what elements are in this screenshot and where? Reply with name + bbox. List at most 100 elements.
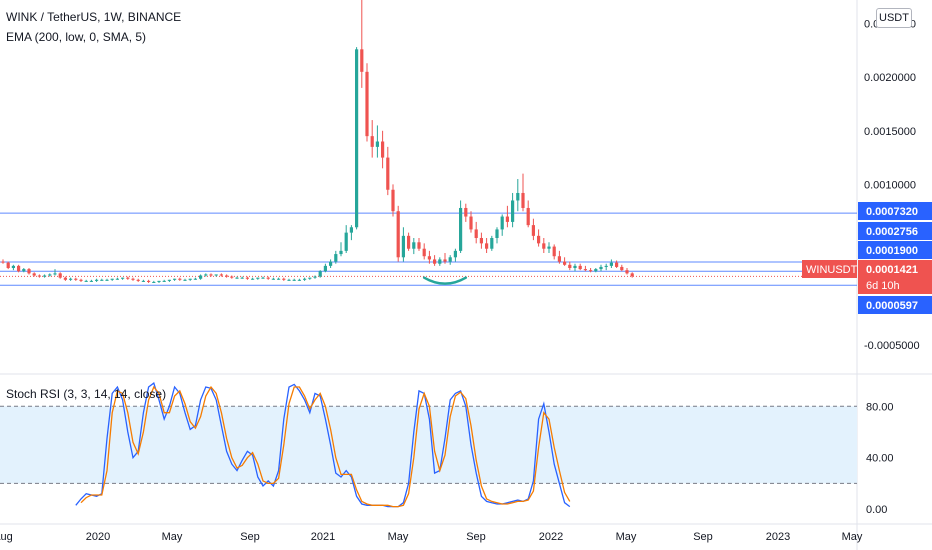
candle-body [53,273,57,275]
candle-body [563,261,567,265]
candle-body [230,276,234,278]
candle-body [495,229,499,238]
annotation-arc [422,276,468,285]
candle-body [620,266,624,271]
candle-body [448,257,452,262]
candle-body [427,256,431,260]
time-tick-label: 2023 [766,531,790,543]
rsi-tick-label: 0.00 [866,504,887,516]
price-tick-label: -0.0005000 [864,340,920,352]
candle-body [547,246,551,249]
candle-body [271,278,275,280]
candle-body [422,248,426,257]
time-tick-label: 2020 [86,531,110,543]
candle-body [474,229,478,238]
candle-body [199,275,203,279]
candle-body [537,235,541,244]
ema-legend[interactable]: EMA (200, low, 0, SMA, 5) [6,30,147,44]
price-tick-label: 0.0020000 [864,72,916,84]
candle-body [589,270,593,272]
time-tick-label: May [842,531,863,543]
time-tick-label: May [616,531,637,543]
price-tick-label: 0.0015000 [864,126,916,138]
candle-body [485,243,489,249]
candle-body [303,278,307,280]
candle-body [11,265,15,269]
candle-body [609,262,613,266]
horizontal-level-lines[interactable] [0,212,857,286]
currency-button[interactable]: USDT [876,8,912,28]
candle-body [69,278,73,280]
candle-body [297,279,301,281]
candle-body [370,136,374,147]
candle-body [287,279,291,281]
candle-body [282,278,286,280]
candle-body [615,262,619,267]
candle-body [37,275,41,277]
candle-body [521,192,525,208]
drawing-annotations[interactable] [422,276,468,285]
candle-body [147,280,151,282]
candle-body [381,141,385,158]
candle-body [204,274,208,276]
candle-body [516,192,520,201]
candle-body [396,211,400,258]
candle-body [365,71,369,137]
candle-body [339,250,343,255]
candle-body [235,277,239,279]
candle-body [209,274,213,276]
candle-body [329,261,333,266]
symbol-legend[interactable]: WINK / TetherUS, 1W, BINANCE [6,10,182,24]
candle-body [141,280,145,282]
level-tag-label: 0.0000597 [866,300,918,312]
candle-body [459,207,463,251]
time-tick-label: May [162,531,183,543]
candle-body [183,279,187,281]
candle-body [505,216,509,222]
candle-body [578,265,582,270]
level-tag-label: 0.0002756 [866,226,918,238]
candle-body [219,274,223,276]
candle-body [251,278,255,280]
candle-body [526,207,530,226]
candle-body [121,277,125,279]
candle-body [407,235,411,249]
candle-body [27,269,31,274]
candle-body [433,259,437,264]
candle-body [79,279,83,281]
level-tag-bg [858,222,932,240]
candle-body [193,278,197,280]
candle-body [594,269,598,272]
candle-body [417,242,421,249]
candle-body [552,246,556,257]
candle-body [245,277,249,279]
candle-body [334,254,338,262]
candle-body [469,216,473,230]
candle-body [136,279,140,281]
candle-body [464,207,468,217]
candle-body [167,279,171,281]
candle-body [318,271,322,277]
last-price-label: 0.0001421 [866,264,918,276]
candle-body [360,49,364,72]
symbol-tag-label: WINUSDT [806,264,858,276]
candle-body [105,279,109,281]
candle-body [542,243,546,249]
candle-body [412,242,416,249]
level-tag-bg [858,202,932,220]
candle-body [573,265,577,269]
candle-body [438,259,442,264]
candle-body [386,157,390,190]
candle-body [110,278,114,280]
candle-body [292,279,296,281]
stoch-rsi-legend[interactable]: Stoch RSI (3, 3, 14, 14, close) [6,387,167,401]
candle-body [349,227,353,233]
candle-body [511,200,515,222]
symbol-tag-bg [802,260,857,278]
candle-body [162,280,166,282]
candle-body [583,269,587,271]
candle-body [277,278,281,280]
candle-body [48,274,52,276]
